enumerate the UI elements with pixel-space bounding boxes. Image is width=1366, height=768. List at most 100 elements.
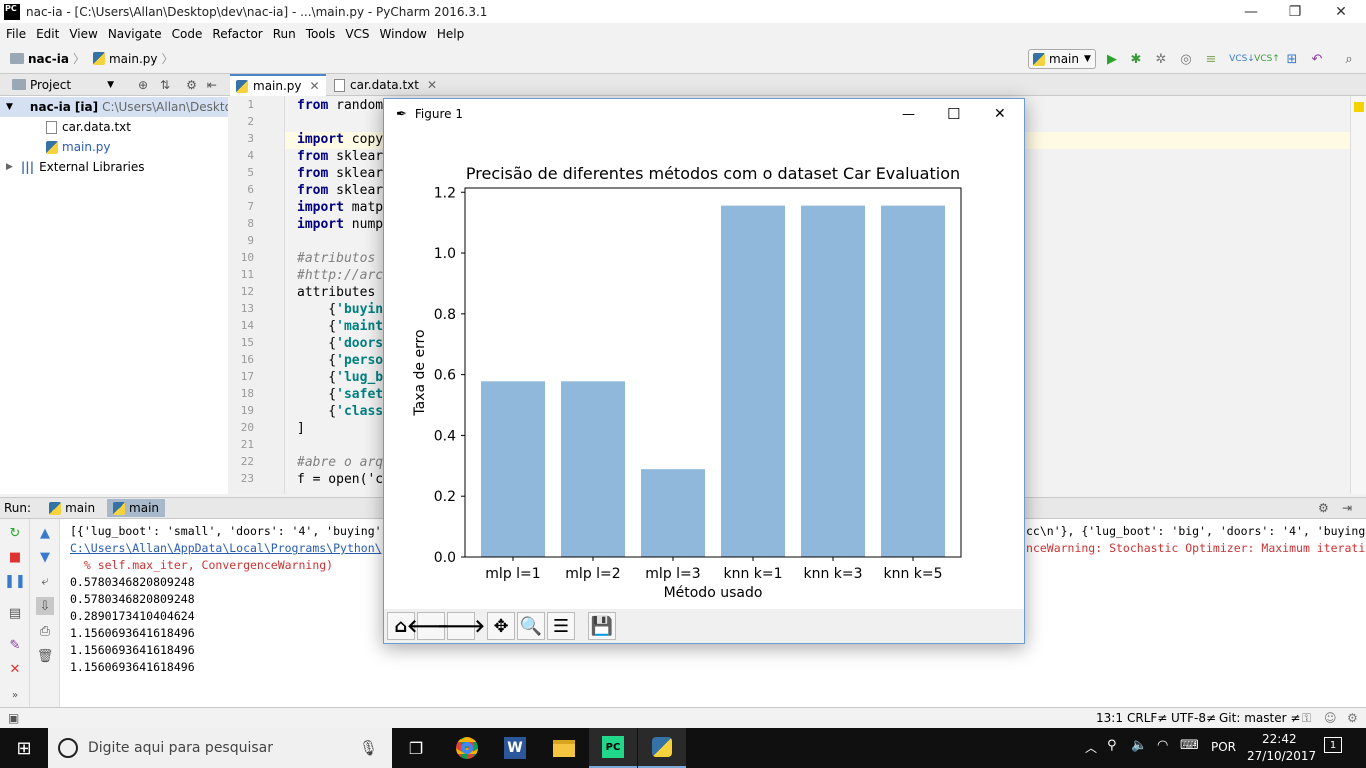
menu-navigate[interactable]: Navigate [107,26,162,41]
coverage-icon[interactable]: ✲ [1155,51,1167,67]
project-panel-title[interactable]: Project [30,77,72,92]
vcs-commit-icon[interactable]: VCS↑ [1254,54,1280,64]
figure-minimize-button[interactable]: — [902,106,915,122]
soft-wrap-icon[interactable]: ⤶ [41,573,49,589]
menu-help[interactable]: Help [436,26,465,41]
code-editor[interactable]: from random import copy from sklear from sk… [285,96,1350,494]
hide-icon[interactable]: ⇥ [1342,501,1353,515]
revert-icon[interactable]: ↶ [1311,51,1323,67]
menu-run[interactable]: Run [272,26,296,41]
close-tab-icon[interactable]: ✕ [309,79,320,93]
lock-icon[interactable]: ⚿ [1302,711,1312,725]
wifi-icon[interactable]: ◠ [1157,738,1169,753]
bar-chart[interactable]: mlp l=1 mlp l=2 mlp l=3 knn k=1 knn k=3 knn k… [384,129,1024,609]
tab-car-data[interactable]: car.data.txt ✕ [328,74,443,96]
action-center-icon[interactable]: 1 [1324,737,1342,753]
chrome-icon[interactable] [443,728,491,768]
close-icon[interactable]: ✕ [9,661,21,677]
menu-code[interactable]: Code [171,26,203,41]
sync-icon[interactable]: ⊕ [137,77,149,92]
event-log-icon[interactable]: ⚙ [1347,711,1358,725]
trash-icon[interactable]: 🗑 [36,648,54,664]
breadcrumb-project[interactable]: nac-ia [28,51,69,66]
tab-main-py[interactable]: main.py ✕ [230,74,326,96]
save-icon[interactable]: 💾 [588,612,616,640]
line-separator[interactable]: CRLF≠ [1127,711,1168,725]
keyboard-icon[interactable]: ⌨ [1180,738,1199,753]
zoom-icon[interactable]: 🔍 [517,612,545,640]
run-tab-1[interactable]: main [43,499,101,517]
menu-edit[interactable]: Edit [36,26,60,41]
show-hidden-icons[interactable]: ︿ [1085,741,1098,755]
task-view-icon[interactable]: ❐ [408,738,424,758]
tree-item-external-libraries[interactable]: ▶ ||| External Libraries [0,157,145,177]
word-icon[interactable]: W [491,728,539,768]
minimize-button[interactable]: — [1244,3,1258,20]
inspector-icon[interactable]: ☺ [1324,711,1337,725]
input-language[interactable]: POR [1211,740,1237,754]
vcs-compare-icon[interactable]: ⊞ [1286,51,1298,67]
rerun-icon[interactable]: ↻ [9,525,21,541]
expand-icon[interactable]: ▼ [6,102,13,112]
home-icon[interactable]: ⌂ [387,612,415,640]
network-icon[interactable]: ⚲ [1107,738,1117,753]
tool-windows-icon[interactable]: ▣ [8,711,20,725]
menu-file[interactable]: File [6,26,27,41]
menu-window[interactable]: Window [379,26,427,41]
print-icon[interactable]: ⎙ [39,623,51,639]
vcs-update-icon[interactable]: VCS↓ [1229,54,1255,64]
collapse-icon[interactable]: ⇅ [160,77,171,92]
menu-tools[interactable]: Tools [305,26,336,41]
run-tab-2[interactable]: main [107,499,166,517]
up-arrow-icon[interactable]: ▲ [40,525,50,541]
layout-icon[interactable]: ▤ [8,605,22,621]
file-explorer-icon[interactable] [540,728,588,768]
pin-icon[interactable]: ✎ [9,637,21,653]
menu-refactor[interactable]: Refactor [212,26,263,41]
tree-item-root[interactable]: ▼ nac-ia [ia] C:\Users\Allan\Desktop\ [0,97,244,117]
search-everywhere-icon[interactable]: ⌕ [1345,51,1353,67]
down-arrow-icon[interactable]: ▼ [40,549,50,565]
more-icon[interactable]: » [11,689,19,701]
restore-button[interactable]: ❐ [1288,3,1302,20]
microphone-icon[interactable]: 🎙 [358,739,378,757]
profile-icon[interactable]: ◎ [1180,51,1192,67]
close-button[interactable]: ✕ [1335,3,1347,20]
chevron-down-icon[interactable]: ▼ [107,79,114,90]
run-icon[interactable]: ▶ [1107,51,1117,67]
clock-time[interactable]: 22:42 [1262,732,1297,746]
file-encoding[interactable]: UTF-8≠ [1171,711,1217,725]
python-taskbar-icon[interactable] [638,728,686,768]
pan-icon[interactable]: ✥ [487,612,515,640]
stop-icon[interactable]: ■ [8,549,22,565]
tree-item-car-data[interactable]: car.data.txt [46,117,131,137]
taskbar-search[interactable]: Digite aqui para pesquisar 🎙 [48,728,392,768]
console-link[interactable]: C:\Users\Allan\AppData\Local\Programs\Py… [70,541,382,555]
configure-subplots-icon[interactable]: ☰ [547,612,575,640]
pycharm-taskbar-icon[interactable]: PC [589,728,637,768]
close-tab-icon[interactable]: ✕ [426,78,438,92]
volume-icon[interactable]: 🔈 [1131,738,1148,753]
scroll-to-end-icon[interactable]: ⇩ [36,597,54,615]
git-branch[interactable]: Git: master ≠ [1219,711,1301,725]
gear-icon[interactable]: ⚙ [186,77,197,92]
windows-start-icon[interactable]: ⊞ [16,737,32,759]
breadcrumb-file[interactable]: main.py [108,51,158,66]
run-configuration-select[interactable]: main ▼ [1028,49,1096,69]
forward-arrow-icon[interactable]: 🡒 [437,612,485,640]
clock-date[interactable]: 27/10/2017 [1247,749,1317,763]
menu-vcs[interactable]: VCS [345,26,370,41]
warning-icon[interactable] [1354,102,1364,112]
expand-icon[interactable]: ▶ [6,162,13,172]
pause-icon[interactable]: ❚❚ [4,573,26,589]
figure-close-button[interactable]: ✕ [994,106,1006,122]
back-arrow-icon[interactable]: 🡐 [407,612,455,640]
tree-item-main-py[interactable]: main.py [38,137,111,157]
concurrency-icon[interactable]: ≡ [1205,51,1217,67]
hide-icon[interactable]: ⇤ [206,77,217,92]
gear-icon[interactable]: ⚙ [1318,501,1329,515]
figure-maximize-button[interactable]: ☐ [947,105,961,123]
menu-view[interactable]: View [69,26,98,41]
debug-icon[interactable]: ✱ [1130,51,1142,67]
caret-position[interactable]: 13:1 [1096,711,1123,725]
